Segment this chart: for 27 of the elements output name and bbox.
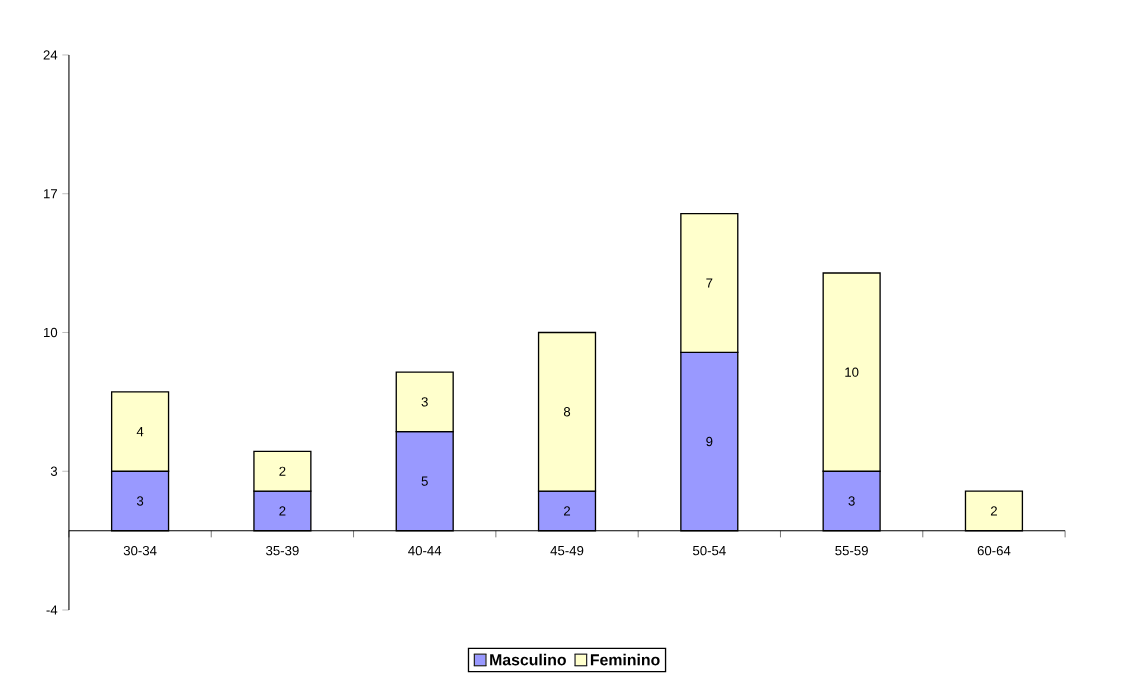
legend-label: Feminino <box>590 653 660 666</box>
x-tick-label: 40-44 <box>408 545 442 556</box>
data-label: 5 <box>421 476 428 486</box>
y-tick-label: 24 <box>43 50 58 60</box>
data-label: 2 <box>990 506 997 516</box>
data-label: 10 <box>845 367 859 377</box>
data-label: 8 <box>563 406 571 417</box>
data-label: 3 <box>136 496 144 506</box>
x-tick-label: 60-64 <box>977 545 1011 556</box>
data-label: 7 <box>706 278 713 288</box>
y-tick-label: 17 <box>43 188 57 199</box>
x-tick-label: 45-49 <box>550 545 584 556</box>
data-label: 3 <box>421 396 428 407</box>
x-tick-label: 30-34 <box>123 545 157 556</box>
x-tick-label: 35-39 <box>266 545 299 556</box>
data-label: 9 <box>706 436 713 446</box>
x-tick-label: 55-59 <box>835 545 868 556</box>
data-label: 2 <box>279 466 286 476</box>
y-tick-label: 10 <box>43 327 58 337</box>
x-tick-label: 50-54 <box>692 545 726 556</box>
legend-label: Masculino <box>490 653 566 666</box>
data-label: 4 <box>136 426 144 436</box>
y-tick-label: 3 <box>50 466 58 476</box>
y-tick-label: -4 <box>46 605 58 615</box>
data-label: 3 <box>848 496 855 506</box>
data-label: 2 <box>564 506 571 516</box>
data-label: 2 <box>279 506 286 516</box>
